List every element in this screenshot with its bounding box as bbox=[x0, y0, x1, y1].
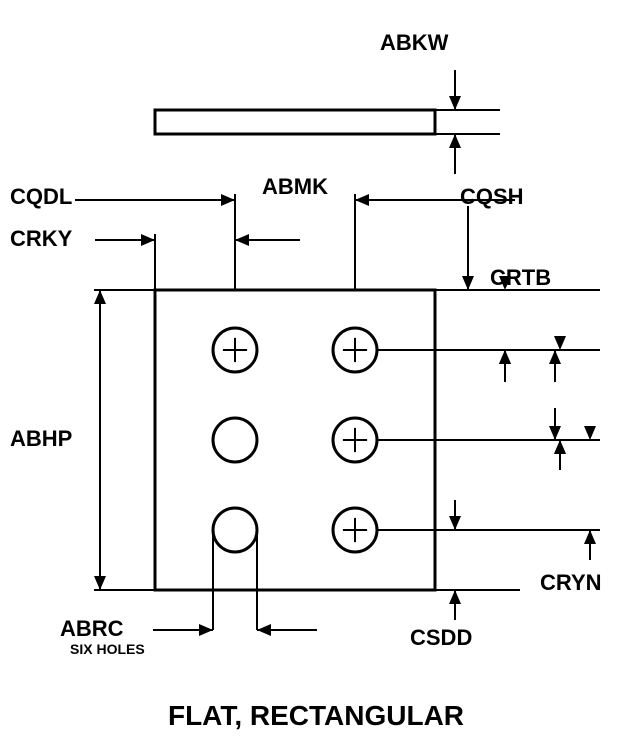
label-abrc: ABRC bbox=[60, 616, 124, 641]
label-abmk: ABMK bbox=[262, 174, 328, 199]
labels-group: ABKW ABMK CQDL CQSH CRKY ABHP CRTB CRYN CSDD ABRC… bbox=[10, 30, 602, 657]
diagram-title: FLAT, RECTANGULAR bbox=[168, 700, 464, 731]
label-abkw: ABKW bbox=[380, 30, 449, 55]
label-cqsh: CQSH bbox=[460, 184, 524, 209]
label-csdd: CSDD bbox=[410, 625, 472, 650]
label-crky: CRKY bbox=[10, 226, 73, 251]
dimension-diagram: ABKW ABMK CQDL CQSH CRKY ABHP CRTB CRYN CSDD ABRC… bbox=[0, 0, 632, 750]
top-bar-rect bbox=[155, 110, 435, 134]
label-cryn: CRYN bbox=[540, 570, 602, 595]
label-crtb: CRTB bbox=[490, 265, 551, 290]
label-abrc-sub: SIX HOLES bbox=[70, 641, 145, 657]
holes-group bbox=[213, 328, 377, 552]
label-abhp: ABHP bbox=[10, 426, 72, 451]
label-cqdl: CQDL bbox=[10, 184, 72, 209]
